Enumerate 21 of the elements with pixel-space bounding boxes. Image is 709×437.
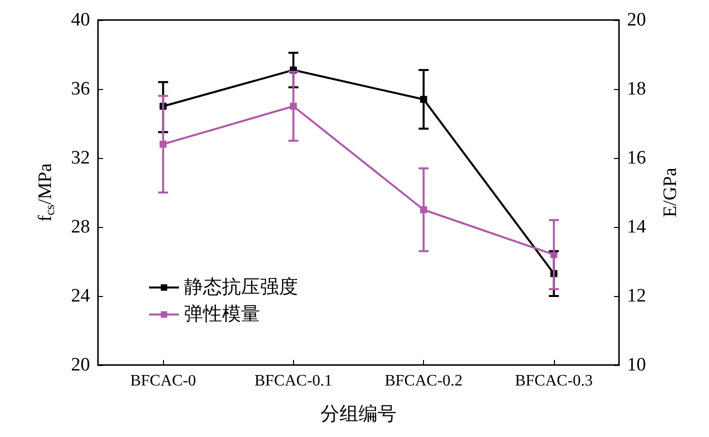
- y-tick-label: 32: [71, 148, 90, 168]
- legend-label: 弹性模量: [184, 304, 260, 325]
- y-tick-label: 36: [71, 78, 90, 100]
- y2-tick-label: 18: [627, 78, 646, 100]
- y2-tick-label: 14: [627, 216, 646, 238]
- y-tick-label: 40: [71, 10, 90, 30]
- y2-tick-label: 16: [627, 148, 646, 168]
- x-tick-label: BFCAC-0.1: [254, 372, 332, 390]
- y-tick-label: 28: [71, 216, 90, 238]
- x-tick-label: BFCAC-0.3: [514, 372, 593, 390]
- legend-label: 静态抗压强度: [184, 276, 298, 298]
- y-axis-title: fcs/MPa: [35, 162, 57, 222]
- y-tick-label: 20: [71, 354, 90, 376]
- x-axis-title: 分组编号: [320, 404, 396, 425]
- x-tick-label: BFCAC-0: [130, 372, 196, 390]
- y2-tick-label: 20: [627, 10, 646, 30]
- y2-tick-label: 10: [627, 354, 646, 376]
- y2-tick-label: 12: [627, 286, 646, 306]
- y2-axis-title: E/GPa: [660, 167, 681, 218]
- y-tick-label: 24: [71, 286, 90, 306]
- x-tick-label: BFCAC-0.2: [384, 372, 463, 390]
